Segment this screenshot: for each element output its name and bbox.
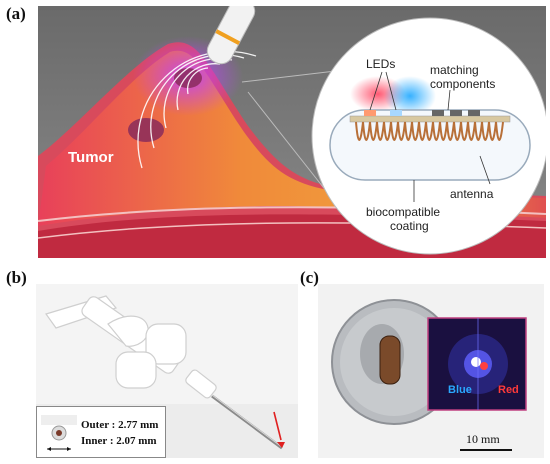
device-arrow	[273, 411, 285, 448]
external-antenna-probe	[206, 6, 256, 65]
antenna-coil	[355, 121, 504, 141]
panel-a-label: (a)	[6, 4, 26, 23]
panel-b-label: (b)	[6, 268, 27, 287]
callout-leds: LEDs	[366, 57, 395, 71]
callout-biocompatible: biocompatible	[366, 205, 440, 219]
needle-dimensions-inset: Outer : 2.77 mm Inner : 2.07 mm	[36, 406, 166, 458]
inner-diameter-label: Inner : 2.07 mm	[81, 435, 157, 447]
panel-c-photo	[318, 284, 544, 458]
matching-component	[432, 110, 444, 116]
illuminated-device-inset	[427, 317, 527, 411]
panel-a-illustration: LEDs matching components antenna biocomp…	[38, 6, 546, 258]
scale-label: 10 mm	[466, 432, 500, 446]
outer-diameter-label: Outer : 2.77 mm	[81, 419, 159, 431]
callout-components: components	[430, 77, 495, 91]
red-label: Red	[498, 384, 519, 396]
panel-c-label: (c)	[300, 268, 319, 287]
led-red	[364, 110, 376, 116]
callout-coating: coating	[390, 219, 429, 233]
led-blue	[390, 110, 402, 116]
callout-antenna: antenna	[450, 187, 494, 201]
tumor-label: Tumor	[68, 149, 114, 166]
injector-needle	[211, 394, 283, 450]
blue-label: Blue	[448, 384, 472, 396]
implant-device	[379, 335, 401, 385]
device-capsule	[329, 109, 531, 181]
injector-syringe	[45, 295, 217, 399]
tumor-blob	[128, 118, 164, 142]
callout-matching: matching	[430, 63, 479, 77]
